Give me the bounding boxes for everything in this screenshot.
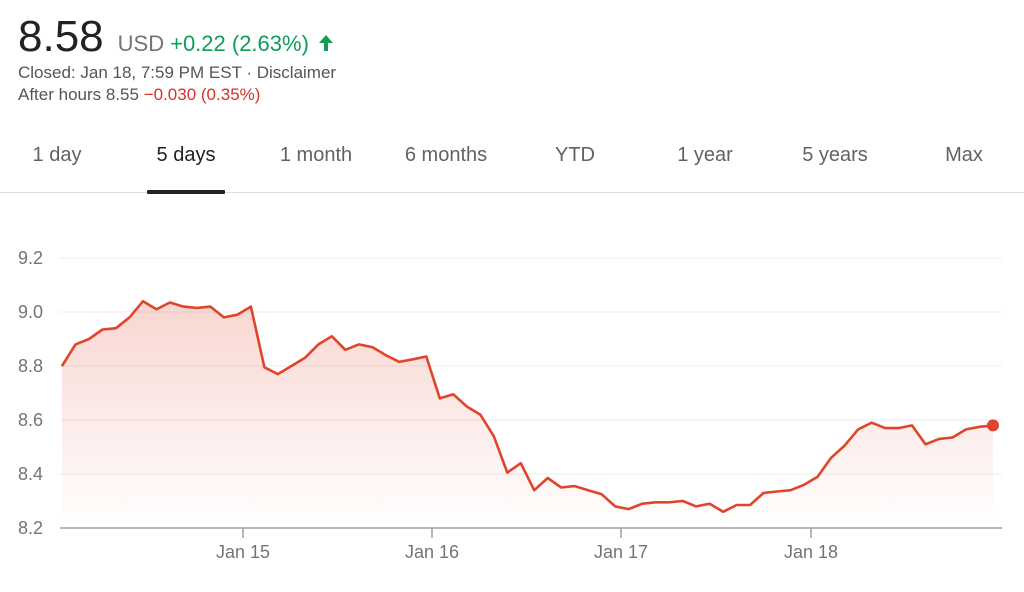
currency-label: USD [117, 31, 165, 56]
closed-info: Closed: Jan 18, 7:59 PM EST · Disclaimer [18, 62, 336, 84]
price-change: +0.22 (2.63%) [170, 31, 309, 56]
y-tick-label: 8.6 [18, 410, 43, 430]
tab-1-day[interactable]: 1 day [14, 128, 100, 192]
tab-label: 1 month [279, 144, 353, 166]
tab-label: YTD [555, 144, 595, 166]
tab-max[interactable]: Max [928, 128, 1000, 192]
price-chart[interactable]: 8.28.48.68.89.09.2 Jan 15 Jan 16 Jan 17 Jan… [0, 200, 1024, 592]
active-tab-indicator [147, 190, 225, 194]
price-line: 8.58 USD +0.22 (2.63%) [18, 12, 336, 62]
x-axis-labels: Jan 15 Jan 16 Jan 17 Jan 18 [216, 528, 838, 562]
tab-6-months[interactable]: 6 months [392, 128, 500, 192]
tab-5-years[interactable]: 5 years [788, 128, 882, 192]
x-tick-label: Jan 17 [594, 542, 648, 562]
last-price-marker [987, 419, 999, 432]
tab-label: Max [945, 144, 983, 166]
after-hours-label: After hours 8.55 [18, 85, 139, 104]
tab-label: 1 year [677, 144, 733, 166]
disclaimer-link[interactable]: Disclaimer [256, 63, 337, 82]
after-hours-change: −0.030 (0.35%) [143, 85, 261, 104]
x-tick-label: Jan 16 [405, 542, 459, 562]
tab-ytd[interactable]: YTD [530, 128, 620, 192]
y-tick-label: 8.2 [18, 518, 43, 538]
range-tabs: 1 day 5 days 1 month 6 months YTD 1 year… [0, 128, 1024, 194]
tab-label: 5 years [802, 144, 868, 166]
y-axis-labels: 8.2 8.4 8.6 8.8 9.0 9.2 [18, 248, 43, 538]
current-price: 8.58 [18, 12, 104, 61]
y-tick-label: 9.2 [18, 248, 43, 268]
tab-1-year[interactable]: 1 year [660, 128, 750, 192]
arrow-up-icon [317, 33, 335, 53]
after-hours-info: After hours 8.55 −0.030 (0.35%) [18, 84, 336, 106]
price-series-line [60, 299, 994, 514]
y-tick-label: 9.0 [18, 302, 43, 322]
separator: · [241, 63, 257, 82]
closed-text: Closed: Jan 18, 7:59 PM EST [18, 63, 242, 82]
x-tick-label: Jan 18 [784, 542, 838, 562]
tab-label: 6 months [404, 144, 488, 166]
quote-header: 8.58 USD +0.22 (2.63%) Closed: Jan 18, 7… [18, 12, 336, 106]
price-area-fill [62, 301, 993, 528]
tab-label: 5 days [156, 144, 216, 166]
y-tick-label: 8.8 [18, 356, 43, 376]
tab-1-month[interactable]: 1 month [262, 128, 370, 192]
x-tick-label: Jan 15 [216, 542, 270, 562]
tab-5-days[interactable]: 5 days [147, 128, 225, 194]
tab-label: 1 day [32, 144, 82, 166]
y-tick-label: 8.4 [18, 464, 43, 484]
